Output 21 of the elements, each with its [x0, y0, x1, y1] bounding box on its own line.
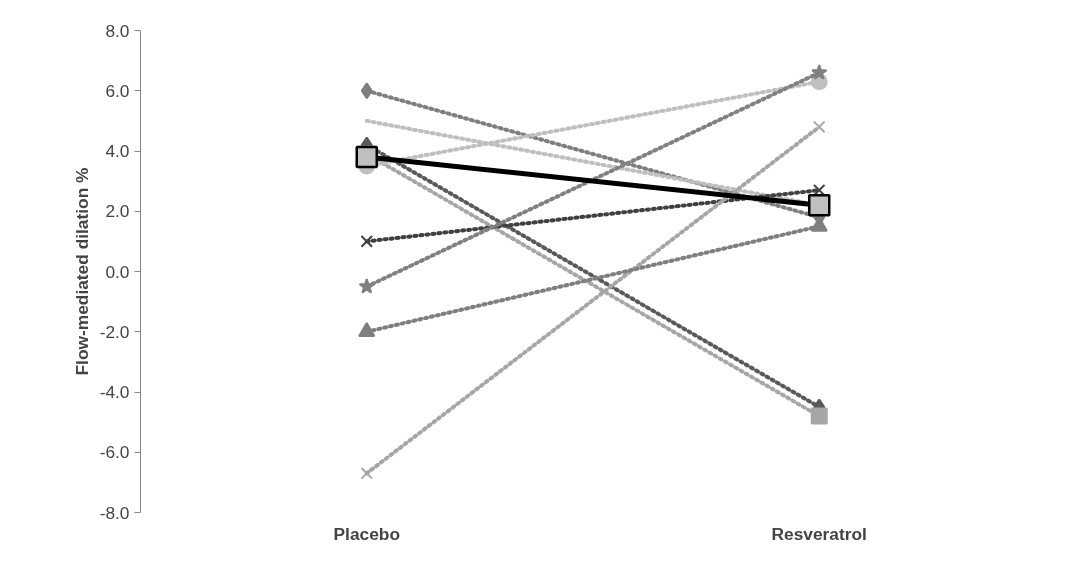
point — [355, 145, 378, 169]
y-tick-label: 6.0 — [105, 80, 130, 101]
point — [358, 278, 375, 294]
y-tick-label: 0.0 — [105, 261, 130, 282]
x-tick-label: Resveratrol — [771, 523, 867, 544]
y-tick-label: 8.0 — [105, 20, 130, 41]
point — [360, 82, 373, 100]
y-tick-label: -6.0 — [99, 442, 130, 463]
point — [810, 407, 828, 425]
y-tick-label: 2.0 — [105, 201, 130, 222]
point — [812, 120, 826, 134]
y-axis-title: Flow-mediated dilation % — [71, 167, 92, 376]
point — [808, 193, 831, 217]
point — [360, 235, 374, 248]
y-tick-label: -4.0 — [99, 382, 130, 402]
x-tick-label: Placebo — [333, 523, 400, 544]
point — [360, 467, 374, 480]
y-tick-label: 4.0 — [105, 141, 130, 161]
point — [811, 64, 828, 80]
y-tick-label: -8.0 — [99, 502, 130, 523]
y-tick-label: -2.0 — [99, 321, 130, 342]
